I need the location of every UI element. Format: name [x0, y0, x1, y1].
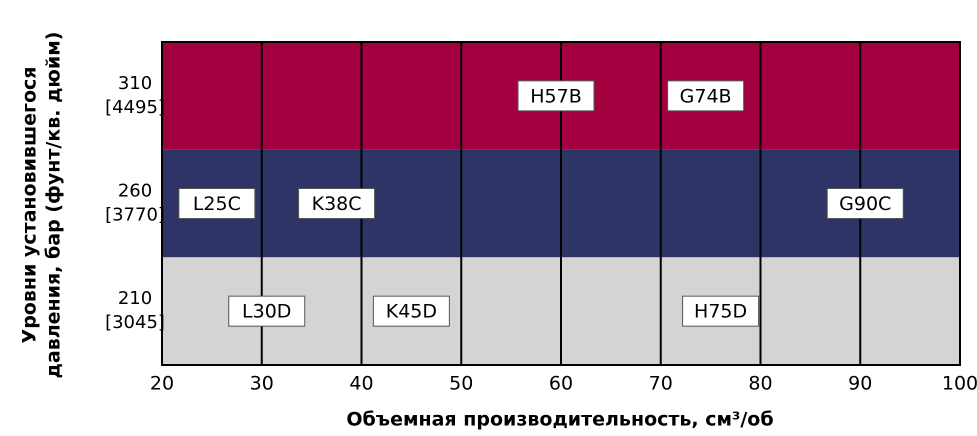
model-box [372, 295, 450, 327]
plot-frame [161, 41, 961, 366]
row-label: [3045] [105, 312, 165, 333]
x-tick-label: 70 [649, 373, 673, 395]
x-tick-label: 60 [549, 373, 573, 395]
row-label: [4495] [105, 97, 165, 118]
model-box [228, 295, 306, 327]
x-tick-label: 40 [349, 373, 373, 395]
model-box [178, 188, 256, 219]
x-tick-label: 100 [942, 373, 977, 395]
row-value: 310 [118, 73, 152, 94]
row-value: 260 [118, 181, 152, 202]
model-label: K45D [386, 301, 437, 323]
row-label: [3770] [105, 205, 165, 226]
y-axis-label-line: давления, бар (фунт/кв. дюйм) [43, 32, 65, 379]
x-tick-label: 30 [250, 373, 274, 395]
model-label: K38C [312, 193, 362, 215]
model-label: H75D [694, 301, 747, 323]
x-tick-label: 80 [748, 373, 772, 395]
y-axis-label-line: Уровни установившегося [19, 67, 41, 344]
x-tick-label: 90 [848, 373, 872, 395]
model-label: H57B [530, 85, 582, 107]
model-box [826, 188, 904, 219]
x-tick-label: 20 [150, 373, 174, 395]
x-axis-label: Объемная производительность, см³/об [346, 409, 773, 431]
model-label: G74B [680, 85, 732, 107]
row-value: 210 [118, 288, 152, 309]
model-label: L25C [193, 193, 241, 215]
model-box [667, 80, 745, 112]
model-box [517, 80, 595, 112]
y-axis-label: Уровни установившегося давления, бар (фу… [19, 32, 65, 379]
model-label: G90C [839, 193, 891, 215]
model-box [682, 295, 760, 327]
model-box [298, 188, 376, 219]
model-label: L30D [242, 301, 291, 323]
x-tick-label: 50 [449, 373, 473, 395]
